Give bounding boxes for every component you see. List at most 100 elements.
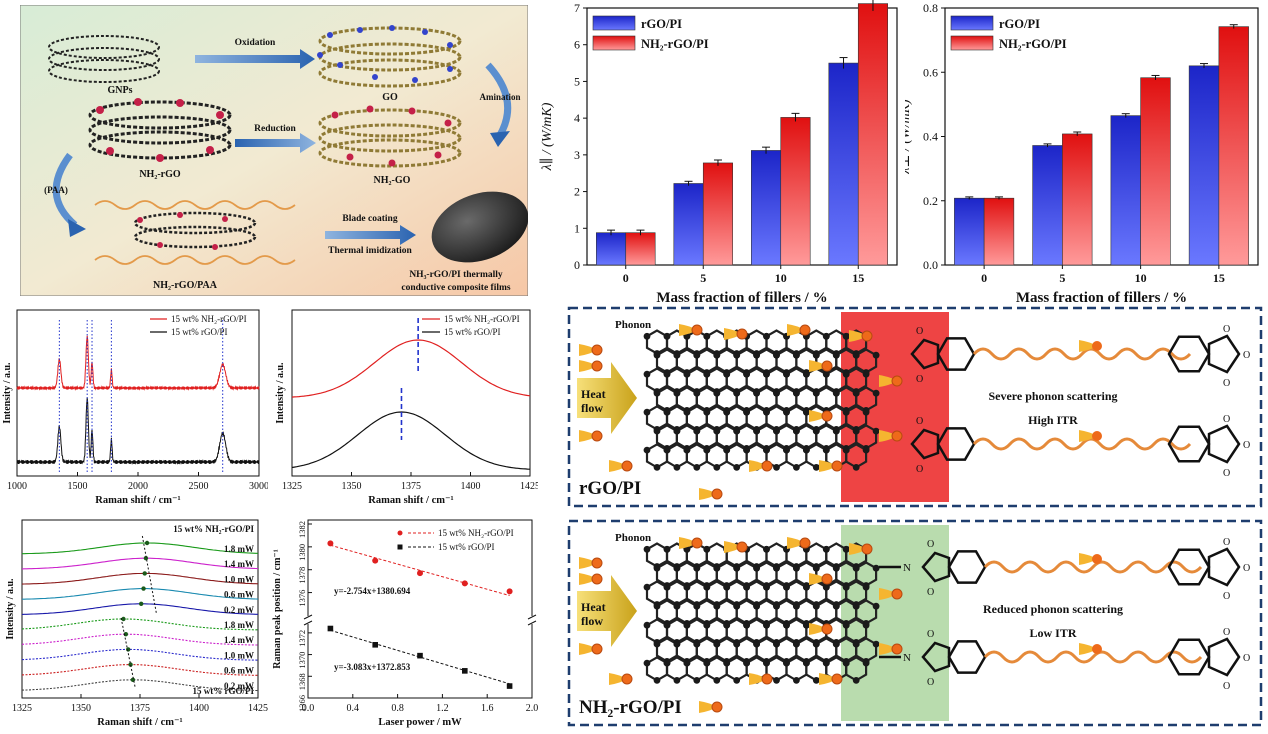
gnp-stack [48,35,160,83]
x-tick-label: 1400 [461,481,481,492]
x-tick-label: 1.6 [481,703,494,714]
x-tick-label: 1325 [282,481,302,492]
panel-title: NH₂-rGO/PI [579,697,682,718]
bar [1140,77,1171,266]
legend-swatch [592,35,636,51]
x-tick-label: 1400 [189,703,209,714]
legend-label: rGO/PI [641,17,682,31]
svg-text:O: O [1223,681,1230,692]
data-point [327,625,334,632]
bar [857,3,889,266]
y-tick-label: 1 [574,221,580,235]
x-tick-label: 10 [775,271,787,285]
x-tick-label: 0 [981,271,987,285]
x-tick-label: 0 [623,271,629,285]
power-label: 1.8 mW [224,544,254,554]
film-label-line1: NH₃-rGO/PI thermally [409,270,503,280]
power-spectrum [21,557,259,570]
data-point [372,557,379,564]
raman-zoom-spectrum: 1325 1350 1375 1400 1425 15 wt% NH₂-rGO/PI 15 … [270,302,538,510]
peak-dot [143,556,149,561]
phonon-scattering-label: Reduced phonon scattering [983,602,1123,616]
y-axis-label: λ∥ / (W/mK) [539,102,555,171]
bar [673,183,704,266]
bar [1218,26,1249,266]
phonon-icon [679,324,703,336]
x-tick-label: 1425 [520,481,538,492]
bar-chart-through-plane: 0.0 0.2 0.4 0.6 0.8 0 5 10 15 rGO/PI NH₂-rGO/PI Mas… [905,0,1268,304]
phonon-icon [724,328,748,340]
svg-text:O: O [1243,350,1250,361]
x-tick-label: 10 [1135,271,1147,285]
x-tick-label: 0.0 [302,703,315,714]
y-tick-label: 1368 [297,673,307,690]
peak-dot [126,647,131,652]
y-axis-label: Intensity / a.u. [275,362,286,424]
phonon-icon [849,330,873,342]
axis-break-mark [303,620,313,626]
phonon-icon [809,410,833,422]
svg-text:O: O [916,326,923,337]
y-tick-label: 0.8 [923,1,938,15]
y-tick-label: 1370 [297,652,307,669]
reduction-label: Reduction [254,124,296,134]
x-tick-label: 1350 [342,481,362,492]
phonon-icon [749,460,773,472]
power-spectrum [21,648,259,661]
nitrogen-label: N [903,652,911,664]
spectrum-rgo-pi [16,397,260,465]
polyimide-chain: N O O O O O [879,537,1250,602]
legend-swatch [950,15,994,31]
phonon-icon [879,643,903,655]
x-tick-label: 2000 [128,481,148,492]
peak-dot [141,586,146,591]
power-label: 0.6 mW [224,590,254,600]
power-label: 1.4 mW [224,635,254,645]
fit-line [330,544,510,597]
y-tick-label: 4 [574,111,580,125]
phonon-icon [879,430,903,442]
x-tick-label: 1500 [68,481,88,492]
peak-dot [138,601,144,606]
legend-marker [397,530,403,536]
x-tick-label: 1375 [130,703,150,714]
x-tick-label: 15 [852,271,864,285]
raman-power-spectra: 1325 1350 1375 1400 1425 15 wt% NH₂-rGO/PI 15 … [0,512,268,734]
graphene-lattice [643,542,880,684]
panel-title: rGO/PI [579,478,641,499]
y-tick-label: 1376 [297,590,307,607]
spectrum-rgo-pi [291,411,531,470]
svg-text:O: O [1243,440,1250,451]
data-point [461,580,468,587]
bar [780,117,811,266]
y-axis-label: λ⊥ / (W/mK) [905,99,913,175]
peak-dot [128,662,133,667]
x-tick-label: 1000 [7,481,27,492]
go-stack [317,25,462,88]
peak-position-vs-power: 0.0 0.4 0.8 1.2 1.6 2.0 1376 1378 1380 1382 1366 13… [270,512,538,734]
svg-text:O: O [1223,468,1230,479]
y-axis-label: Intensity / a.u. [2,362,13,424]
x-axis-label: Mass fraction of fillers / % [656,290,827,304]
power-spectrum [22,542,258,555]
x-tick-label: 1375 [401,481,421,492]
raman-full-spectrum: 1000 1500 2000 2500 3000 15 wt% NH₂-rGO/PI 15 … [0,302,268,510]
power-spectrum [22,679,258,692]
x-tick-label: 2.0 [526,703,538,714]
phonon-icon [787,537,811,549]
peak-dot [144,540,150,546]
bar [1188,65,1220,266]
y-tick-label: 5 [574,74,580,88]
power-label: 1.0 mW [224,650,254,660]
heat-flow-arrow [577,362,637,434]
power-spectrum [21,633,258,646]
group-label-nh2rgo: 15 wt% NH₂-rGO/PI [173,524,254,534]
spectrum-nh2rgo-pi [16,335,260,391]
power-spectrum [21,664,258,676]
heat-label-1: Heat [581,600,606,614]
legend-marker [397,544,403,550]
phonon-icon [879,375,903,387]
phonon-icon [849,543,873,555]
x-axis-label: Laser power / mW [378,717,462,728]
blade-coating-label: Blade coating [342,214,397,224]
